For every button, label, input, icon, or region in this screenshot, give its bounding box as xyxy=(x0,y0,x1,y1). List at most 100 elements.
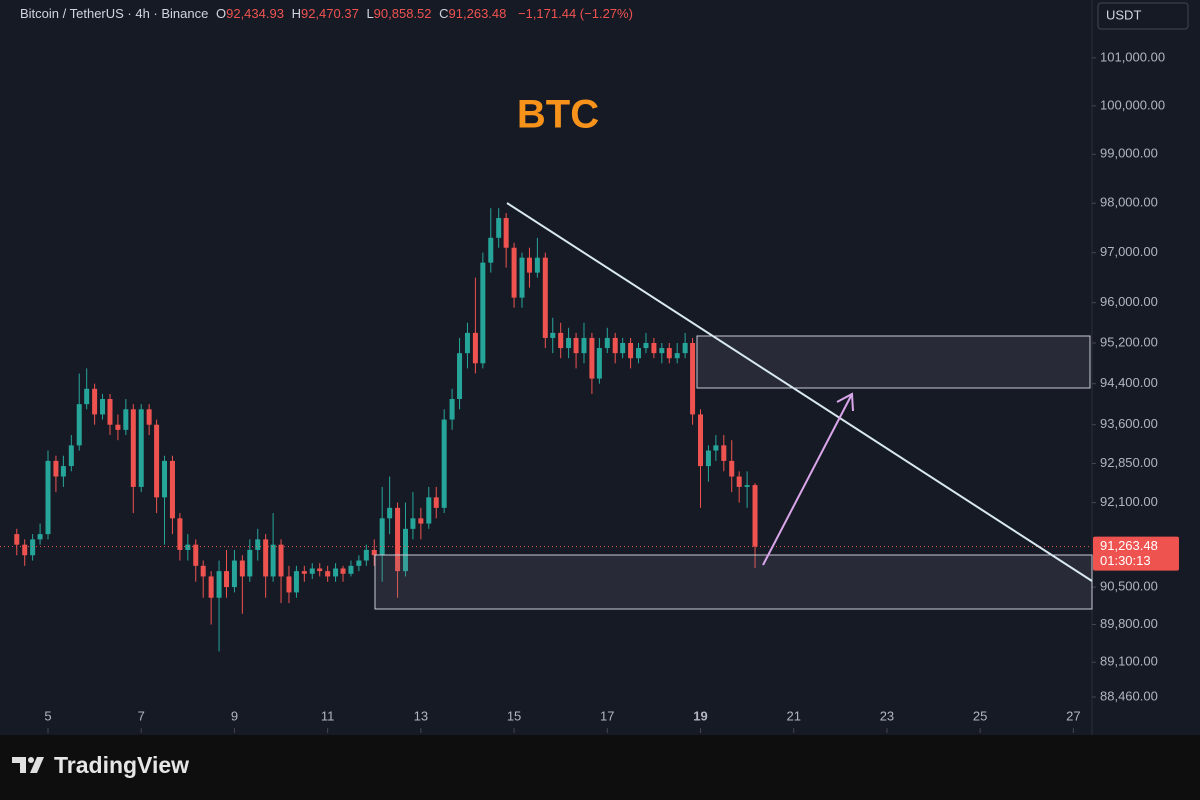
candle-body xyxy=(752,485,758,547)
candle-body xyxy=(30,539,36,556)
currency-label[interactable]: USDT xyxy=(1106,7,1141,22)
c-label: C xyxy=(439,6,448,21)
candle-body xyxy=(45,460,51,535)
last-price-label: 91,263.48 xyxy=(1100,538,1158,553)
candle-body xyxy=(115,424,121,430)
candle-body xyxy=(263,539,269,577)
candle-body xyxy=(558,332,564,349)
candle-body xyxy=(651,342,657,354)
candle-body xyxy=(340,568,346,574)
candle-body xyxy=(705,450,711,467)
candle-body xyxy=(100,399,106,415)
logo-icon xyxy=(12,757,44,773)
candle-body xyxy=(301,571,307,574)
candle-body xyxy=(84,388,90,405)
plot-area: 88,460.00 89,100.00 89,800.00 90,500.00 92,1… xyxy=(0,49,1165,733)
candle-body xyxy=(309,568,315,574)
candle-body xyxy=(130,409,136,487)
candle-body xyxy=(542,257,548,338)
candle-body xyxy=(674,353,680,359)
l-label: L xyxy=(366,6,373,21)
y-tick-label: 89,800.00 xyxy=(1100,616,1158,631)
header: Bitcoin / TetherUS · 4h · Binance O92,43… xyxy=(20,6,633,21)
candle-body xyxy=(698,414,704,467)
candle-body xyxy=(581,337,587,354)
x-tick-label: 7 xyxy=(138,708,145,723)
y-tick-label: 99,000.00 xyxy=(1100,146,1158,161)
h-label: H xyxy=(292,6,301,21)
candle-body xyxy=(659,348,665,354)
candle-body xyxy=(573,337,579,354)
candle-body xyxy=(519,257,525,298)
y-tick-label: 97,000.00 xyxy=(1100,244,1158,259)
y-tick-label: 92,100.00 xyxy=(1100,494,1158,509)
candle-body xyxy=(550,332,556,338)
candle-body xyxy=(589,337,595,379)
candle-body xyxy=(736,476,742,487)
candle-body xyxy=(464,332,470,354)
candle-body xyxy=(457,353,463,400)
candle-body xyxy=(480,262,486,364)
candle-body xyxy=(231,560,237,588)
change-value: −1,171.44 (−1.27%) xyxy=(518,6,633,21)
candle-body xyxy=(76,404,82,446)
x-tick-label: 9 xyxy=(231,708,238,723)
last-price-box xyxy=(1093,536,1179,571)
candle-body xyxy=(628,342,634,359)
y-tick-label: 96,000.00 xyxy=(1100,294,1158,309)
candle-body xyxy=(286,576,292,593)
candle-body xyxy=(488,237,494,263)
candle-body xyxy=(472,332,478,364)
candle-body xyxy=(511,247,517,298)
candle-body xyxy=(162,460,168,498)
x-tick-label: 25 xyxy=(973,708,987,723)
candle-body xyxy=(169,460,175,519)
candle-body xyxy=(177,518,183,550)
candle-body xyxy=(371,549,377,556)
candle-body xyxy=(146,409,152,425)
candle-body xyxy=(200,565,206,577)
candle-body xyxy=(612,337,618,354)
open-value: 92,434.93 xyxy=(226,6,284,21)
candle-body xyxy=(636,348,642,359)
y-tick-label: 90,500.00 xyxy=(1100,579,1158,594)
y-tick-label: 88,460.00 xyxy=(1100,688,1158,703)
candle-body xyxy=(426,497,432,524)
candle-body xyxy=(356,560,362,566)
candle-body xyxy=(596,348,602,379)
y-tick-label: 100,000.00 xyxy=(1100,97,1165,112)
candle-body xyxy=(713,445,719,451)
candle-body xyxy=(107,399,113,425)
candle-body xyxy=(496,218,502,238)
candle-body xyxy=(348,565,354,574)
o-label: O xyxy=(216,6,226,21)
candle-body xyxy=(503,218,509,248)
logo-dot xyxy=(28,757,34,763)
y-tick-label: 95,200.00 xyxy=(1100,334,1158,349)
x-tick-label: 23 xyxy=(880,708,894,723)
candle-body xyxy=(433,497,439,508)
close-value: 91,263.48 xyxy=(449,6,507,21)
candle-body xyxy=(620,342,626,354)
candle-body xyxy=(317,568,323,572)
currency-button[interactable] xyxy=(1097,2,1189,30)
trend-line xyxy=(506,202,1093,582)
candle-body xyxy=(449,399,455,420)
candle-body xyxy=(325,571,331,577)
y-tick-label: 94,400.00 xyxy=(1100,375,1158,390)
x-tick-label: 13 xyxy=(414,708,428,723)
candle-body xyxy=(293,571,299,593)
candle-body xyxy=(123,409,129,430)
candle-body xyxy=(92,388,98,415)
candle-body xyxy=(224,571,230,588)
candle-body xyxy=(193,544,199,566)
x-tick-label: 21 xyxy=(786,708,800,723)
candle-body xyxy=(744,485,750,487)
candle-body xyxy=(154,424,160,498)
candle-body xyxy=(682,342,688,354)
candle-body xyxy=(333,568,339,577)
arrow-head xyxy=(836,392,854,412)
candle-body xyxy=(68,445,74,467)
candle-body xyxy=(604,337,610,349)
